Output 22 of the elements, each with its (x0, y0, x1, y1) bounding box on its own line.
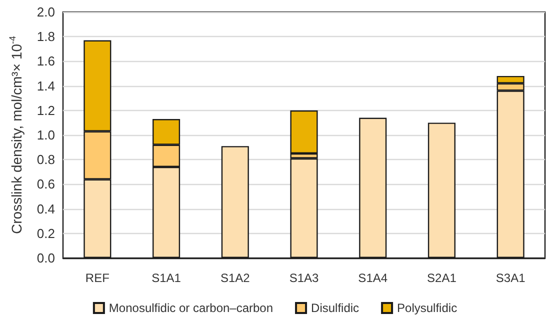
y-tick-label: 1.2 (36, 102, 55, 118)
y-tick-label: 0.0 (36, 250, 55, 266)
x-tick-label: S1A3 (289, 271, 319, 285)
y-axis-title: Crosslink density, mol/cm³× 10-4 (8, 36, 24, 234)
legend-label: Polysulfidic (397, 301, 458, 315)
y-tick-label: 0.2 (36, 226, 55, 241)
x-tick-label: S3A1 (496, 271, 526, 285)
legend-label: Disulfidic (311, 301, 360, 315)
y-tick-label: 2.0 (36, 4, 55, 20)
y-tick-label: 1.4 (36, 78, 55, 94)
y-tick-label: 0.8 (36, 152, 55, 168)
y-tick-label: 1.0 (36, 128, 55, 142)
y-tick-label: 1.6 (36, 54, 55, 69)
y-tick-label: 0.6 (36, 176, 55, 192)
y-tick-label: 0.4 (36, 201, 55, 216)
x-tick-label: S1A1 (152, 271, 182, 285)
y-tick-label: 1.8 (36, 29, 55, 44)
x-tick-label: S1A4 (358, 271, 388, 285)
x-tick-label: S1A2 (220, 271, 250, 285)
legend-label: Monosulfidic or carbon–carbon (108, 301, 274, 315)
x-tick-label: REF (85, 271, 110, 285)
x-tick-label: S2A1 (427, 271, 457, 285)
